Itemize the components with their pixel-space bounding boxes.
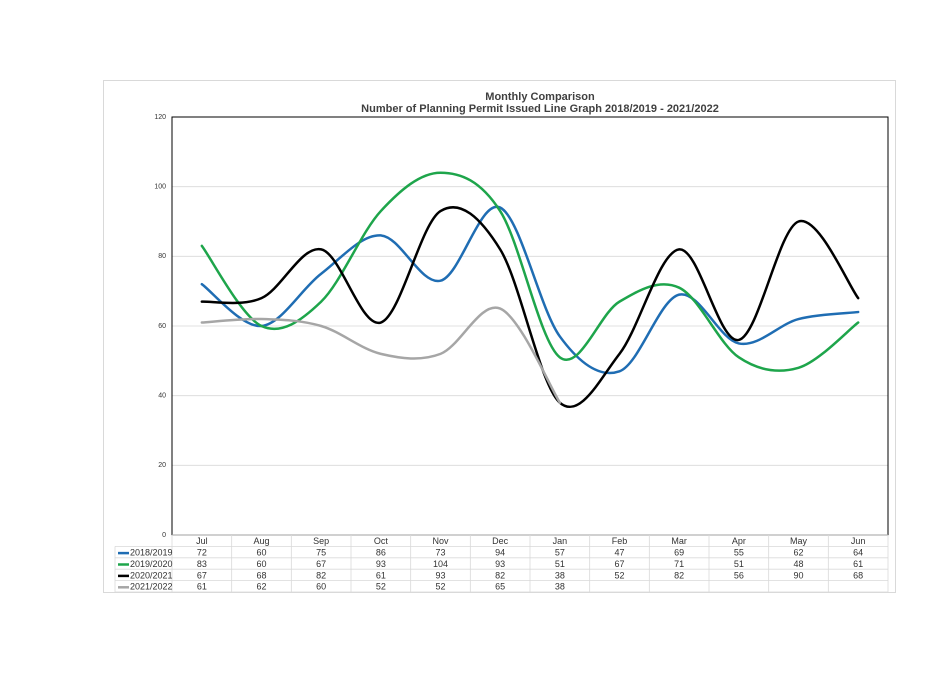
table-value: 73 <box>435 547 445 557</box>
table-value: 68 <box>853 570 863 580</box>
y-tick-label: 60 <box>158 323 166 330</box>
table-value: 83 <box>197 559 207 569</box>
table-value: 68 <box>256 570 266 580</box>
table-value: 62 <box>793 547 803 557</box>
table-value: 75 <box>316 547 326 557</box>
x-tick-label: Nov <box>432 536 449 546</box>
table-value: 67 <box>316 559 326 569</box>
table-value: 60 <box>256 559 266 569</box>
table-value: 62 <box>256 582 266 592</box>
table-value: 52 <box>435 582 445 592</box>
chart-title: Monthly Comparison <box>485 91 595 103</box>
x-tick-label: Feb <box>612 536 628 546</box>
table-value: 38 <box>555 582 565 592</box>
table-value: 69 <box>674 547 684 557</box>
legend-label: 2020/2021 <box>130 570 173 580</box>
table-value: 82 <box>674 570 684 580</box>
y-tick-label: 100 <box>154 184 166 191</box>
table-value: 60 <box>256 547 266 557</box>
table-value: 64 <box>853 547 863 557</box>
line-series <box>200 171 860 372</box>
table-value: 48 <box>793 559 803 569</box>
chart-subtitle: Number of Planning Permit Issued Line Gr… <box>361 103 719 115</box>
table-value: 60 <box>316 582 326 592</box>
y-tick-label: 40 <box>158 393 166 400</box>
line-series <box>200 205 860 375</box>
table-value: 82 <box>316 570 326 580</box>
table-value: 82 <box>495 570 505 580</box>
table-value: 90 <box>793 570 803 580</box>
table-value: 55 <box>734 547 744 557</box>
x-tick-label: Aug <box>253 536 269 546</box>
x-tick-label: Sep <box>313 536 329 546</box>
table-value: 51 <box>555 559 565 569</box>
chart-area <box>103 80 896 593</box>
table-value: 104 <box>433 559 448 569</box>
table-value: 93 <box>376 559 386 569</box>
y-tick-label: 0 <box>162 532 166 539</box>
table-value: 52 <box>376 582 386 592</box>
x-tick-label: Jul <box>196 536 208 546</box>
y-tick-label: 120 <box>154 114 166 121</box>
table-value: 61 <box>853 559 863 569</box>
table-value: 61 <box>197 582 207 592</box>
table-value: 71 <box>674 559 684 569</box>
table-value: 67 <box>197 570 207 580</box>
y-tick-label: 80 <box>158 253 166 260</box>
table-value: 52 <box>614 570 624 580</box>
table-value: 47 <box>614 547 624 557</box>
table-value: 65 <box>495 582 505 592</box>
x-tick-label: Jan <box>553 536 568 546</box>
table-value: 93 <box>495 559 505 569</box>
table-value: 67 <box>614 559 624 569</box>
line-series <box>200 306 562 404</box>
table-value: 61 <box>376 570 386 580</box>
x-tick-label: Oct <box>374 536 389 546</box>
x-tick-label: May <box>790 536 808 546</box>
x-tick-label: Dec <box>492 536 509 546</box>
table-value: 72 <box>197 547 207 557</box>
table-value: 38 <box>555 570 565 580</box>
x-tick-label: Apr <box>732 536 746 546</box>
table-value: 86 <box>376 547 386 557</box>
table-value: 57 <box>555 547 565 557</box>
legend-label: 2019/2020 <box>130 559 173 569</box>
x-tick-label: Mar <box>671 536 687 546</box>
table-value: 51 <box>734 559 744 569</box>
y-tick-label: 20 <box>158 462 166 469</box>
table-value: 56 <box>734 570 744 580</box>
table-value: 93 <box>435 570 445 580</box>
legend-label: 2021/2022 <box>130 582 173 592</box>
legend-label: 2018/2019 <box>130 547 173 557</box>
x-tick-label: Jun <box>851 536 866 546</box>
table-value: 94 <box>495 547 505 557</box>
